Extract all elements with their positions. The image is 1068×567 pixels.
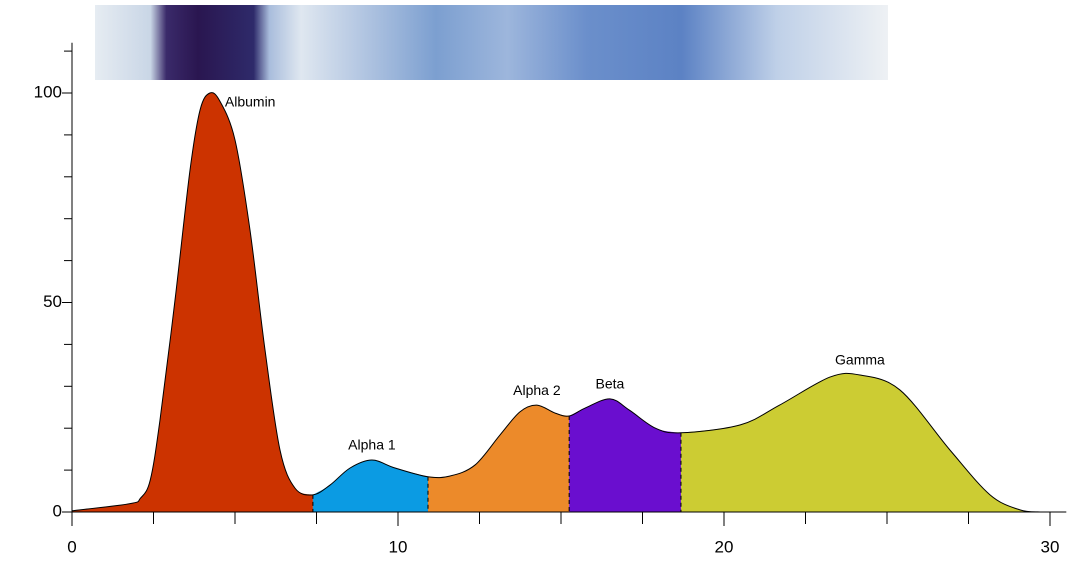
segment-label: Albumin (225, 94, 276, 110)
x-tick-label: 0 (67, 537, 76, 556)
segment-label: Alpha 1 (348, 437, 396, 453)
x-tick-label: 30 (1041, 537, 1060, 556)
x-tick-label: 10 (389, 537, 408, 556)
curve (71, 92, 1041, 513)
segment-area (427, 405, 570, 512)
x-tick-label: 20 (715, 537, 734, 556)
y-tick-label: 100 (34, 82, 62, 101)
y-tick-label: 50 (43, 292, 62, 311)
segment-label: Beta (595, 376, 624, 392)
segment-area (569, 398, 681, 512)
segment-area (72, 92, 313, 513)
segment-label: Alpha 2 (513, 382, 561, 398)
gel-strip (95, 5, 888, 80)
segment-area (680, 373, 1041, 512)
segment-area (312, 460, 428, 512)
y-tick-label: 0 (53, 501, 62, 520)
segment-label: Gamma (835, 352, 885, 368)
